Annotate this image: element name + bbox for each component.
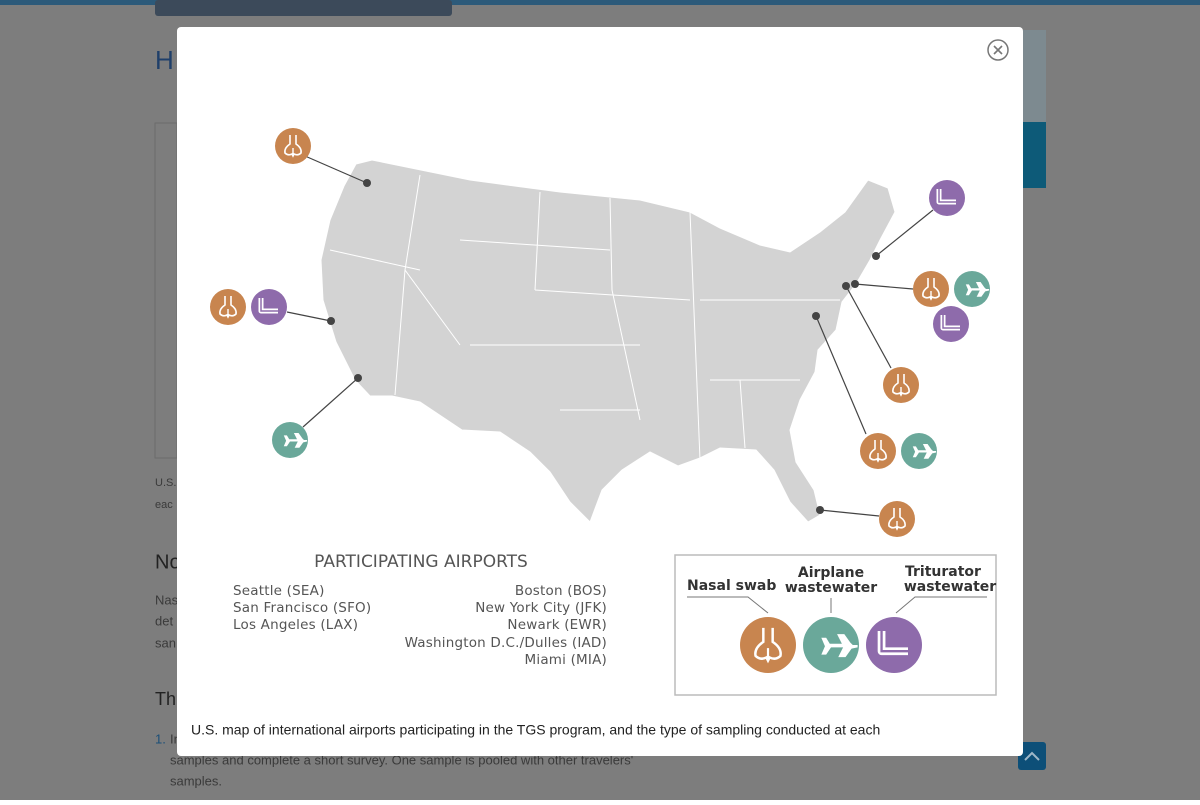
section-heading: No <box>155 551 181 573</box>
scroll-icon <box>1024 751 1040 761</box>
legend-label: Triturator <box>905 564 981 580</box>
legend-label: wastewater <box>904 579 996 595</box>
airport-dot <box>842 282 850 290</box>
list-fragment: In <box>170 731 181 746</box>
list-line: samples. <box>170 773 222 788</box>
nasal-icon <box>883 367 919 403</box>
close-x <box>993 45 1003 55</box>
icon-circle <box>210 289 246 325</box>
heading: H <box>155 45 174 75</box>
icon-circle <box>251 289 287 325</box>
legend-icons <box>740 617 922 673</box>
nasal-icon <box>275 128 311 164</box>
airport-name: Newark (EWR) <box>507 617 607 633</box>
side-button[interactable] <box>1023 122 1046 188</box>
para-fragment: Nas <box>155 592 179 607</box>
plane-icon <box>272 422 308 458</box>
icon-circle <box>740 617 796 673</box>
airport-dot <box>872 252 880 260</box>
airport-markers <box>210 128 990 537</box>
state-lines <box>329 174 840 461</box>
legend-leaders <box>687 596 987 614</box>
leader-line <box>304 155 368 184</box>
legend-label: Airplane <box>798 565 864 581</box>
scroll-top[interactable] <box>1018 742 1046 770</box>
airport-dot <box>816 506 824 514</box>
para-fragment: det <box>155 613 173 628</box>
plane-icon <box>954 271 990 307</box>
airport-dot <box>363 179 371 187</box>
leader-line <box>819 509 880 517</box>
list-number: 1. <box>155 731 166 746</box>
airport-name: Los Angeles (LAX) <box>233 617 358 633</box>
airport-name: Boston (BOS) <box>515 583 607 599</box>
icon-circle <box>879 501 915 537</box>
icon-circle <box>929 180 965 216</box>
leader-line <box>875 209 934 257</box>
modal-caption: U.S. map of international airports parti… <box>191 722 880 738</box>
nasal-icon <box>210 289 246 325</box>
airport-name: Washington D.C./Dulles (IAD) <box>405 635 607 651</box>
airport-dot <box>354 374 362 382</box>
close-button[interactable] <box>987 39 1009 61</box>
list-line: samples and complete a short survey. One… <box>170 752 633 767</box>
trit-icon <box>866 617 922 673</box>
trit-icon <box>933 306 969 342</box>
legend-box <box>674 554 997 696</box>
legend-label: wastewater <box>785 580 877 596</box>
plane-icon <box>803 617 859 673</box>
icon-circle <box>883 367 919 403</box>
airport-name: San Francisco (SFO) <box>233 600 371 616</box>
icon-circle <box>275 128 311 164</box>
airport-dot <box>327 317 335 325</box>
leader-line <box>302 377 359 428</box>
map-title: PARTICIPATING AIRPORTS <box>314 552 528 572</box>
nasal-icon <box>740 617 796 673</box>
airport-name: Miami (MIA) <box>525 652 607 668</box>
icon-circle <box>933 306 969 342</box>
nasal-icon <box>913 271 949 307</box>
top-bar <box>0 0 1200 5</box>
plane-icon <box>901 433 937 469</box>
para-fragment: san <box>155 635 176 650</box>
airport-dot <box>851 280 859 288</box>
airport-name: New York City (JFK) <box>475 600 607 616</box>
icon-circle <box>866 617 922 673</box>
list-heading: Th <box>155 689 176 709</box>
caption-fragment: U.S. <box>155 477 176 489</box>
header-image <box>155 0 452 16</box>
icon-circle <box>860 433 896 469</box>
airport-name: Seattle (SEA) <box>233 583 325 599</box>
leader-line <box>845 285 892 369</box>
leader-line <box>815 315 867 435</box>
icon-circle <box>913 271 949 307</box>
trit-icon <box>251 289 287 325</box>
leader-line <box>854 283 914 290</box>
trit-icon <box>929 180 965 216</box>
nasal-icon <box>879 501 915 537</box>
leader-line <box>286 311 332 322</box>
caption-fragment: eac <box>155 499 173 511</box>
nasal-icon <box>860 433 896 469</box>
us-map <box>320 159 896 523</box>
airport-dot <box>812 312 820 320</box>
legend-label: Nasal swab <box>687 578 776 594</box>
